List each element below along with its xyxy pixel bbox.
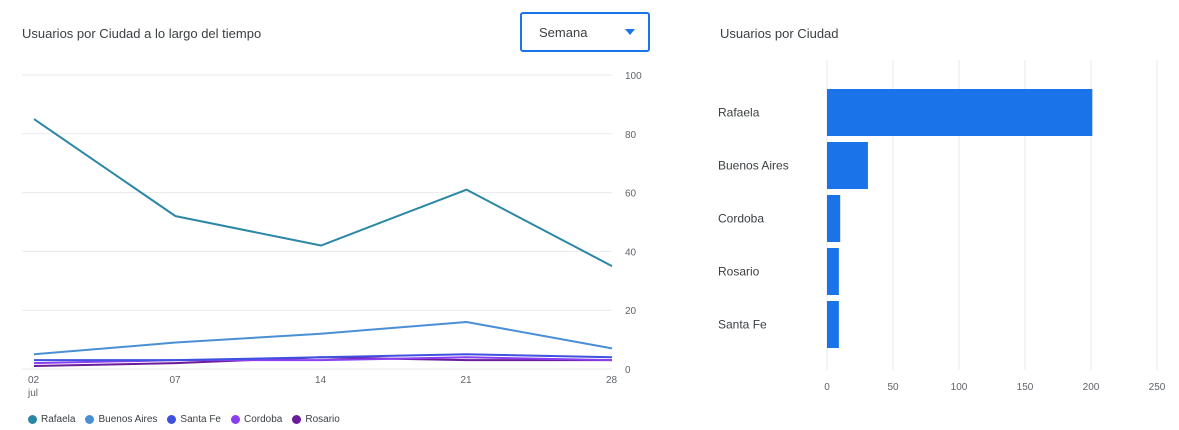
period-dropdown[interactable]: Semana	[520, 12, 650, 52]
x-tick-label: 0	[824, 382, 830, 393]
y-tick-label: 100	[625, 71, 642, 82]
bar	[827, 195, 841, 242]
bar	[827, 301, 839, 348]
y-tick-label: 0	[625, 365, 631, 376]
series-line-santa-fe	[34, 353, 613, 362]
category-label: Buenos Aires	[718, 159, 789, 173]
legend-label: Buenos Aires	[98, 414, 158, 425]
category-label: Rosario	[718, 265, 760, 279]
legend-dot-icon	[292, 415, 302, 424]
period-dropdown-value: Semana	[539, 25, 588, 40]
x-tick-label: 50	[887, 382, 899, 393]
line-chart-legend: Rafaela Buenos Aires Santa Fe Cordoba Rosari…	[28, 414, 340, 425]
category-label: Rafaela	[718, 106, 760, 120]
bar-chart-title: Usuarios por Ciudad	[720, 26, 839, 41]
category-label: Santa Fe	[718, 318, 767, 332]
line-chart-title: Usuarios por Ciudad a lo largo del tiemp…	[22, 26, 262, 41]
legend-item[interactable]: Rafaela	[28, 414, 75, 425]
legend-label: Rosario	[305, 414, 340, 425]
category-label: Cordoba	[718, 212, 764, 226]
y-tick-label: 60	[625, 189, 637, 200]
legend-label: Cordoba	[244, 414, 283, 425]
x-tick-label: 21	[461, 375, 473, 386]
series-line-buenos-aires	[33, 320, 613, 356]
x-tick-label: 200	[1083, 382, 1100, 393]
legend-item[interactable]: Rosario	[292, 414, 340, 425]
x-tick-label: 100	[951, 382, 968, 393]
legend-dot-icon	[231, 415, 240, 424]
x-tick-label: 07	[170, 375, 182, 386]
bar	[827, 248, 839, 295]
bar	[827, 89, 1093, 136]
x-tick-label: 02	[28, 375, 40, 386]
legend-item[interactable]: Buenos Aires	[85, 414, 157, 425]
legend-dot-icon	[28, 415, 37, 424]
x-tick-label: 150	[1017, 382, 1034, 393]
legend-dot-icon	[85, 415, 95, 424]
y-tick-label: 20	[625, 306, 637, 317]
x-tick-label: 14	[315, 375, 327, 386]
x-tick-sublabel: jul	[27, 388, 38, 399]
y-tick-label: 80	[625, 130, 637, 141]
bar	[827, 142, 868, 189]
legend-item[interactable]: Santa Fe	[167, 414, 221, 425]
series-line-rafaela	[33, 118, 613, 267]
chevron-down-icon	[625, 29, 635, 35]
legend-label: Rafaela	[41, 414, 76, 425]
x-tick-label: 28	[606, 375, 618, 386]
y-tick-label: 40	[625, 247, 637, 258]
legend-dot-icon	[167, 415, 177, 424]
legend-item[interactable]: Cordoba	[231, 414, 282, 425]
legend-label: Santa Fe	[180, 414, 221, 425]
x-tick-label: 250	[1149, 382, 1166, 393]
